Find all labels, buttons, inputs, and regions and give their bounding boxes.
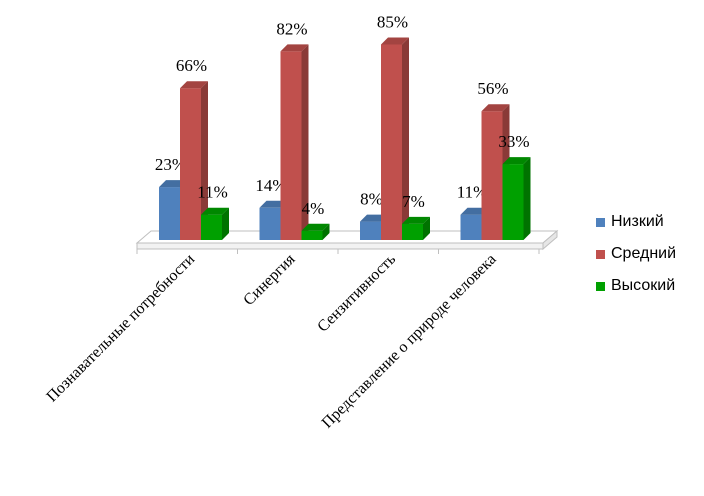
bar-средний-2 [280,51,302,241]
legend-item-high: Высокий [596,270,676,302]
data-label-низкий-1: 23% [155,155,186,174]
category-label-1: Познавательные потребности [43,251,198,406]
bar-высокий-4-side [523,157,531,240]
data-label-низкий-3: 8% [360,190,383,209]
legend-item-low: Низкий [596,206,676,238]
bar-средний-1 [180,88,201,240]
data-label-высокий-3: 7% [402,192,425,211]
legend-swatch-low [596,217,605,227]
legend: Низкий Средний Высокий [596,206,676,302]
bar-высокий-2-side [322,223,330,240]
bar-высокий-3 [402,223,423,240]
bar-средний-1-side [201,81,208,240]
data-label-средний-2: 82% [276,19,307,38]
bar-высокий-4 [502,164,524,240]
data-label-средний-1: 66% [176,56,207,75]
chart-floor-side [542,229,558,251]
data-label-низкий-2: 14% [255,176,286,195]
bar-низкий-2 [259,207,281,240]
legend-label-low: Низкий [611,213,664,230]
bar-средний-2-side [301,44,309,241]
bar-высокий-3-top [402,216,430,224]
legend-item-medium: Средний [596,238,676,270]
bar-средний-3 [381,44,402,240]
category-label-2: Синергия [240,250,299,309]
data-label-средний-4: 56% [477,79,508,98]
bar-средний-3-top [381,37,409,45]
bar-высокий-2-top [301,223,330,231]
legend-swatch-medium [596,249,605,259]
bar-высокий-3-side [423,216,430,240]
data-label-средний-3: 85% [377,13,408,32]
chart-floor-edge [136,242,544,250]
bar-средний-4-top [481,104,510,112]
bar-высокий-2 [301,230,323,240]
legend-label-high: Высокий [611,277,676,294]
bar-средний-2-top [280,44,309,52]
data-label-высокий-4: 33% [498,132,529,151]
legend-label-medium: Средний [611,245,677,262]
bar-средний-4 [481,111,503,240]
bar-высокий-1 [201,214,222,240]
bar-средний-3-side [402,37,409,240]
bar-высокий-4-top [502,157,531,165]
data-label-низкий-4: 11% [457,183,488,202]
bar-низкий-4 [460,214,482,240]
bar-высокий-1-side [222,207,229,240]
category-label-4: Представление о природе человека [319,251,500,432]
bar-низкий-1 [159,187,180,240]
legend-swatch-high [596,281,605,291]
category-label-3: Сензитивность [314,251,399,336]
data-label-высокий-1: 11% [197,183,228,202]
bar-низкий-3 [360,221,381,240]
data-label-высокий-2: 4% [302,199,325,218]
bar-средний-1-top [180,81,208,89]
bar-высокий-1-top [201,207,229,215]
